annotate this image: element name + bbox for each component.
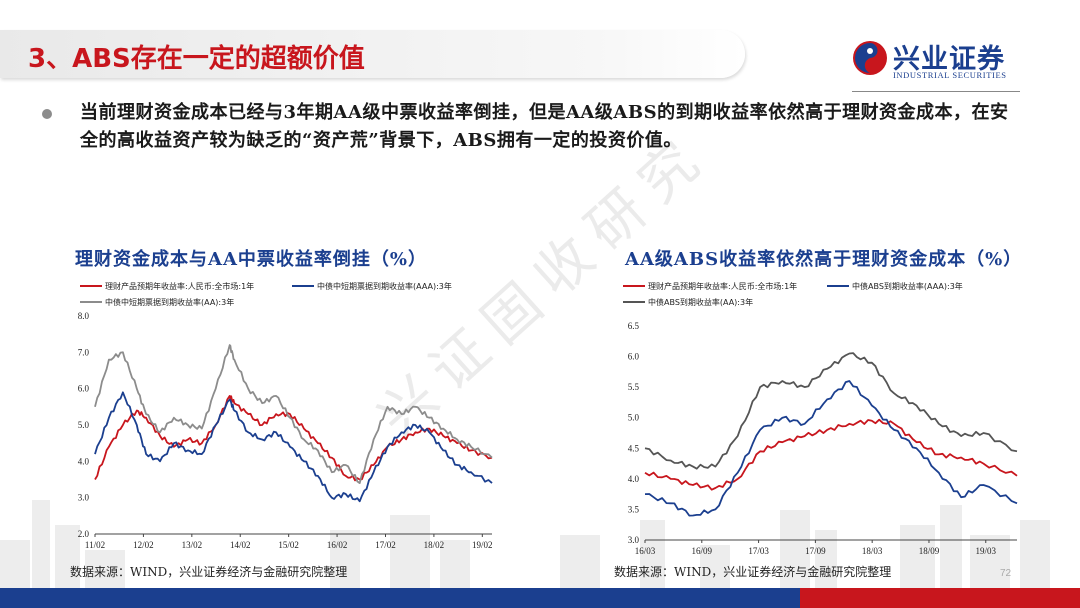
x-tick-label: 19/02 — [472, 540, 493, 550]
x-tick-label: 13/02 — [182, 540, 203, 550]
x-tick-label: 17/09 — [805, 546, 826, 556]
x-tick-label: 16/03 — [635, 546, 656, 556]
chart-2-source: 数据来源：WIND，兴业证券经济与金融研究院整理 — [614, 565, 892, 579]
x-tick-label: 16/09 — [692, 546, 713, 556]
y-tick-label: 4.5 — [628, 443, 640, 453]
y-tick-label: 7.0 — [78, 347, 90, 357]
legend-label-1: 理财产品预期年收益率:人民币:全市场:1年 — [648, 281, 797, 291]
chart-1: 理财产品预期年收益率:人民币:全市场:1年 中债中短期票据到期收益率(AAA):3… — [78, 281, 493, 550]
page-title: 3、ABS存在一定的超额价值 — [28, 44, 365, 74]
footer-bar-red — [800, 588, 1080, 608]
chart-2-title: AA级ABS收益率依然高于理财资金成本（%） — [625, 249, 1023, 270]
x-tick-label: 14/02 — [230, 540, 251, 550]
legend-label-1: 理财产品预期年收益率:人民币:全市场:1年 — [105, 281, 254, 291]
bullet-icon — [42, 109, 52, 119]
y-tick-label: 2.0 — [78, 529, 90, 539]
y-tick-label: 6.0 — [78, 384, 90, 394]
series-line-1 — [644, 418, 1018, 491]
logo-english: INDUSTRIAL SECURITIES — [893, 70, 1007, 80]
footer-bar-blue — [0, 588, 800, 608]
page-number: 72 — [1000, 568, 1012, 579]
y-tick-label: 6.0 — [628, 352, 640, 362]
y-tick-label: 8.0 — [78, 311, 90, 321]
x-tick-label: 11/02 — [85, 540, 105, 550]
x-tick-label: 15/02 — [278, 540, 299, 550]
series-line-2 — [94, 391, 493, 503]
x-tick-label: 18/02 — [424, 540, 445, 550]
x-tick-label: 16/02 — [327, 540, 348, 550]
logo-name: 兴业证券 — [893, 44, 1005, 75]
y-tick-label: 5.5 — [628, 382, 640, 392]
y-tick-label: 6.5 — [628, 321, 640, 331]
x-tick-label: 17/02 — [375, 540, 396, 550]
chart-1-title: 理财资金成本与AA中票收益率倒挂（%） — [75, 249, 428, 270]
bullet-paragraph: 当前理财资金成本已经与3年期AA级中票收益率倒挂，但是AA级ABS的到期收益率依… — [80, 102, 1009, 151]
y-tick-label: 4.0 — [78, 456, 90, 466]
legend-label-3: 中债ABS到期收益率(AA):3年 — [648, 297, 753, 307]
x-tick-label: 17/03 — [748, 546, 769, 556]
x-tick-label: 18/03 — [862, 546, 883, 556]
y-tick-label: 3.0 — [628, 535, 640, 545]
y-tick-label: 3.5 — [628, 504, 640, 514]
y-tick-label: 5.0 — [628, 413, 640, 423]
series-line-3 — [644, 352, 1018, 470]
header-divider — [852, 91, 1020, 92]
logo-icon — [853, 41, 887, 75]
title-bar — [0, 30, 745, 78]
y-tick-label: 5.0 — [78, 420, 90, 430]
series-line-2 — [644, 380, 1018, 517]
chart-2: 理财产品预期年收益率:人民币:全市场:1年 中债ABS到期收益率(AAA):3年中… — [623, 281, 1018, 556]
y-tick-label: 4.0 — [628, 474, 640, 484]
y-tick-label: 3.0 — [78, 493, 90, 503]
x-tick-label: 12/02 — [133, 540, 154, 550]
legend-label-3: 中债中短期票据到期收益率(AA):3年 — [105, 297, 234, 307]
legend-label-2: 中债ABS到期收益率(AAA):3年 — [852, 281, 963, 291]
series-line-1 — [94, 395, 493, 482]
legend-label-2: 中债中短期票据到期收益率(AAA):3年 — [317, 281, 452, 291]
series-line-3 — [94, 344, 493, 484]
chart-1-source: 数据来源：WIND，兴业证券经济与金融研究院整理 — [70, 565, 348, 579]
x-tick-label: 19/03 — [976, 546, 997, 556]
x-tick-label: 18/09 — [919, 546, 940, 556]
